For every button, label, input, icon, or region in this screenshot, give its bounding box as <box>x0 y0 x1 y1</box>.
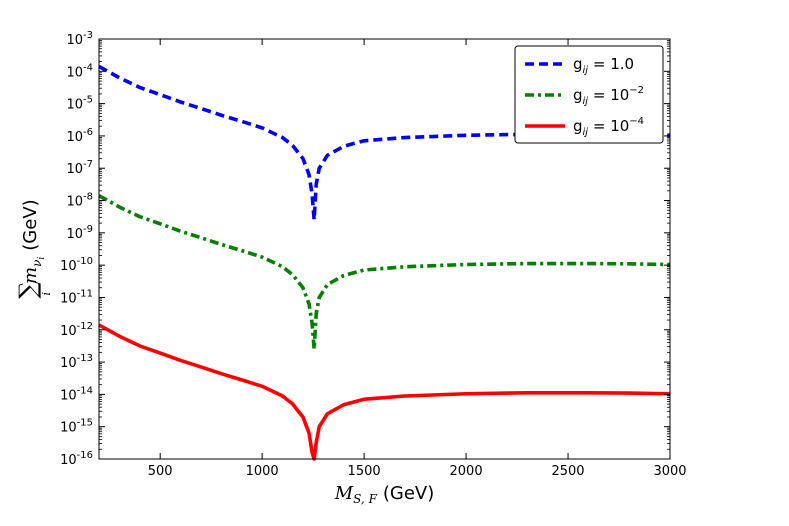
y-tick-label: 10-4 <box>66 62 93 80</box>
y-tick-label: 10-12 <box>60 321 93 339</box>
y-tick-label: 10-11 <box>60 288 93 306</box>
x-tick-label: 2000 <box>450 464 483 479</box>
svg-text:∑imνi(GeV): ∑imνi(GeV) <box>14 199 53 298</box>
series-line-2 <box>98 194 671 351</box>
y-axis-label-nu: ν <box>30 260 44 267</box>
y-tick-label: 10-8 <box>66 192 93 210</box>
y-tick-label: 10-5 <box>66 95 93 113</box>
legend-label-3: gij = 10−4 <box>573 116 644 138</box>
x-tick-label: 2500 <box>551 464 584 479</box>
y-axis-label-unit: (GeV) <box>20 199 41 250</box>
y-axis-label-m: m <box>20 267 41 284</box>
y-axis-label: ∑imνi(GeV) <box>14 199 53 298</box>
y-tick-label: 10-13 <box>60 353 93 371</box>
y-axis-label-index: i <box>40 292 53 296</box>
y-tick-label: 10-3 <box>66 30 93 48</box>
y-tick-label: 10-10 <box>60 256 93 274</box>
legend-label-1: gij = 1.0 <box>573 55 634 76</box>
x-tick-label: 3000 <box>653 464 686 479</box>
x-tick-label: 500 <box>148 464 173 479</box>
x-axis-label-unit: (GeV) <box>383 483 434 504</box>
plot-frame <box>98 38 671 460</box>
x-tick-label: 1500 <box>348 464 381 479</box>
y-tick-label: 10-16 <box>60 450 93 468</box>
x-axis-label-sub: S, F <box>353 492 377 506</box>
legend-label-2: gij = 10−2 <box>573 85 644 107</box>
x-axis-label-main: M <box>334 483 354 504</box>
y-tick-label: 10-6 <box>66 127 93 145</box>
y-tick-label: 10-9 <box>66 224 93 242</box>
x-axis-label: MS, F (GeV) <box>334 483 435 506</box>
y-axis-label-nu-sub: i <box>37 257 47 260</box>
x-tick-label: 1000 <box>246 464 279 479</box>
y-tick-label: 10-7 <box>66 159 93 177</box>
y-tick-label: 10-15 <box>60 418 93 436</box>
y-tick-label: 10-14 <box>60 385 93 403</box>
legend-box <box>514 45 664 144</box>
y-axis-label-sigma: ∑ <box>14 282 42 299</box>
series-line-3 <box>98 323 671 461</box>
series-line-1 <box>98 64 671 222</box>
legend: gij = 1.0 gij = 10−2 gij = 10−4 <box>514 45 664 144</box>
